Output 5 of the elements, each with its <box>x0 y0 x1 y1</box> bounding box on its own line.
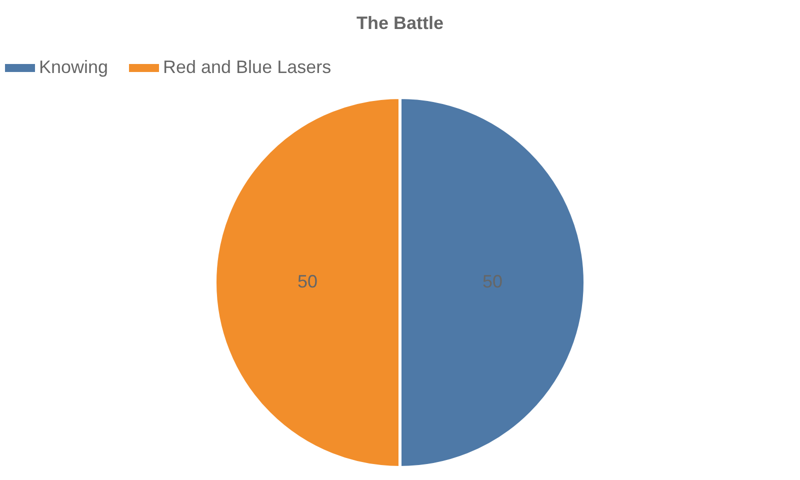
legend-label: Red and Blue Lasers <box>163 57 332 77</box>
chart-title: The Battle <box>356 13 444 33</box>
data-label: 50 <box>297 272 318 292</box>
legend-label: Knowing <box>39 57 108 77</box>
data-label: 50 <box>482 272 503 292</box>
